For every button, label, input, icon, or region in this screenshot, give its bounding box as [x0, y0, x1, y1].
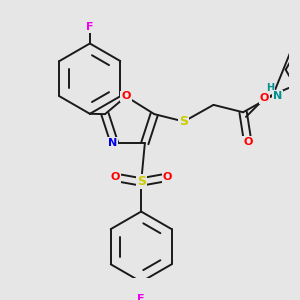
Text: O: O [111, 172, 120, 182]
Text: N: N [108, 138, 117, 148]
Text: S: S [179, 115, 188, 128]
Text: S: S [137, 176, 146, 188]
Text: H: H [266, 83, 274, 93]
Text: O: O [243, 137, 252, 147]
Text: F: F [137, 293, 145, 300]
Text: N: N [273, 91, 282, 100]
Text: O: O [260, 93, 269, 103]
Text: O: O [122, 92, 131, 101]
Text: F: F [86, 22, 94, 32]
Text: O: O [162, 172, 172, 182]
